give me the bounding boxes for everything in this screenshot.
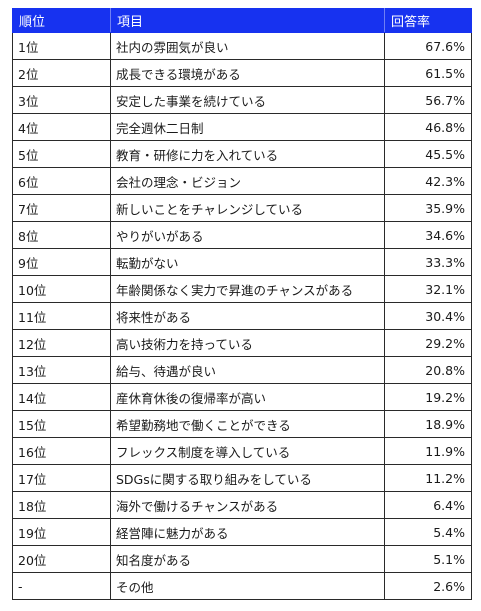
header-item: 項目 [110,8,385,33]
item-cell: 年齢関係なく実力で昇進のチャンスがある [110,275,385,303]
table-row: 9位 転勤がない 33.3% [12,248,472,276]
rate-cell: 61.5% [384,59,472,87]
table-row: 12位 高い技術力を持っている 29.2% [12,329,472,357]
rate-cell: 20.8% [384,356,472,384]
rank-cell: - [12,572,111,600]
item-cell: 海外で働けるチャンスがある [110,491,385,519]
table-row: 7位 新しいことをチャレンジしている 35.9% [12,194,472,222]
rank-cell: 6位 [12,167,111,195]
rank-cell: 8位 [12,221,111,249]
rate-cell: 46.8% [384,113,472,141]
rate-cell: 5.4% [384,518,472,546]
header-rank: 順位 [12,8,111,33]
rate-cell: 45.5% [384,140,472,168]
table-row: 20位 知名度がある 5.1% [12,545,472,573]
item-cell: 成長できる環境がある [110,59,385,87]
rate-cell: 56.7% [384,86,472,114]
item-cell: 給与、待遇が良い [110,356,385,384]
item-cell: やりがいがある [110,221,385,249]
table-row: 18位 海外で働けるチャンスがある 6.4% [12,491,472,519]
item-cell: フレックス制度を導入している [110,437,385,465]
header-rate: 回答率 [384,8,472,33]
rate-cell: 11.2% [384,464,472,492]
rank-cell: 11位 [12,302,111,330]
table-row: 5位 教育・研修に力を入れている 45.5% [12,140,472,168]
table-row: 14位 産休育休後の復帰率が高い 19.2% [12,383,472,411]
ranking-table: 順位 項目 回答率 1位 社内の雰囲気が良い 67.6% 2位 成長できる環境がある 61… [12,8,472,600]
item-cell: 高い技術力を持っている [110,329,385,357]
item-cell: その他 [110,572,385,600]
table-row: - その他 2.6% [12,572,472,600]
rank-cell: 1位 [12,32,111,60]
rate-cell: 11.9% [384,437,472,465]
rank-cell: 16位 [12,437,111,465]
table-row: 8位 やりがいがある 34.6% [12,221,472,249]
table-row: 6位 会社の理念・ビジョン 42.3% [12,167,472,195]
rate-cell: 5.1% [384,545,472,573]
item-cell: 社内の雰囲気が良い [110,32,385,60]
rank-cell: 2位 [12,59,111,87]
rank-cell: 5位 [12,140,111,168]
item-cell: 転勤がない [110,248,385,276]
item-cell: 知名度がある [110,545,385,573]
item-cell: 会社の理念・ビジョン [110,167,385,195]
rank-cell: 18位 [12,491,111,519]
item-cell: 安定した事業を続けている [110,86,385,114]
table-body: 1位 社内の雰囲気が良い 67.6% 2位 成長できる環境がある 61.5% 3位 安定した事… [12,32,472,600]
rank-cell: 4位 [12,113,111,141]
item-cell: 完全週休二日制 [110,113,385,141]
rank-cell: 13位 [12,356,111,384]
table-row: 3位 安定した事業を続けている 56.7% [12,86,472,114]
rate-cell: 32.1% [384,275,472,303]
rank-cell: 3位 [12,86,111,114]
table-row: 2位 成長できる環境がある 61.5% [12,59,472,87]
item-cell: 教育・研修に力を入れている [110,140,385,168]
table-row: 11位 将来性がある 30.4% [12,302,472,330]
table-row: 1位 社内の雰囲気が良い 67.6% [12,32,472,60]
item-cell: 経営陣に魅力がある [110,518,385,546]
table-row: 19位 経営陣に魅力がある 5.4% [12,518,472,546]
rate-cell: 34.6% [384,221,472,249]
rank-cell: 19位 [12,518,111,546]
rank-cell: 15位 [12,410,111,438]
rank-cell: 10位 [12,275,111,303]
rate-cell: 19.2% [384,383,472,411]
rate-cell: 35.9% [384,194,472,222]
rate-cell: 30.4% [384,302,472,330]
rate-cell: 67.6% [384,32,472,60]
ranking-table-container: 順位 項目 回答率 1位 社内の雰囲気が良い 67.6% 2位 成長できる環境がある 61… [12,8,472,600]
rank-cell: 12位 [12,329,111,357]
rate-cell: 33.3% [384,248,472,276]
item-cell: 産休育休後の復帰率が高い [110,383,385,411]
item-cell: 新しいことをチャレンジしている [110,194,385,222]
rate-cell: 42.3% [384,167,472,195]
table-header-row: 順位 項目 回答率 [12,8,472,33]
table-row: 13位 給与、待遇が良い 20.8% [12,356,472,384]
rate-cell: 29.2% [384,329,472,357]
rate-cell: 18.9% [384,410,472,438]
rank-cell: 9位 [12,248,111,276]
rank-cell: 7位 [12,194,111,222]
table-row: 4位 完全週休二日制 46.8% [12,113,472,141]
rank-cell: 20位 [12,545,111,573]
item-cell: 将来性がある [110,302,385,330]
table-row: 10位 年齢関係なく実力で昇進のチャンスがある 32.1% [12,275,472,303]
rank-cell: 14位 [12,383,111,411]
item-cell: SDGsに関する取り組みをしている [110,464,385,492]
table-row: 17位 SDGsに関する取り組みをしている 11.2% [12,464,472,492]
item-cell: 希望勤務地で働くことができる [110,410,385,438]
table-row: 16位 フレックス制度を導入している 11.9% [12,437,472,465]
rate-cell: 6.4% [384,491,472,519]
table-row: 15位 希望勤務地で働くことができる 18.9% [12,410,472,438]
rank-cell: 17位 [12,464,111,492]
rate-cell: 2.6% [384,572,472,600]
